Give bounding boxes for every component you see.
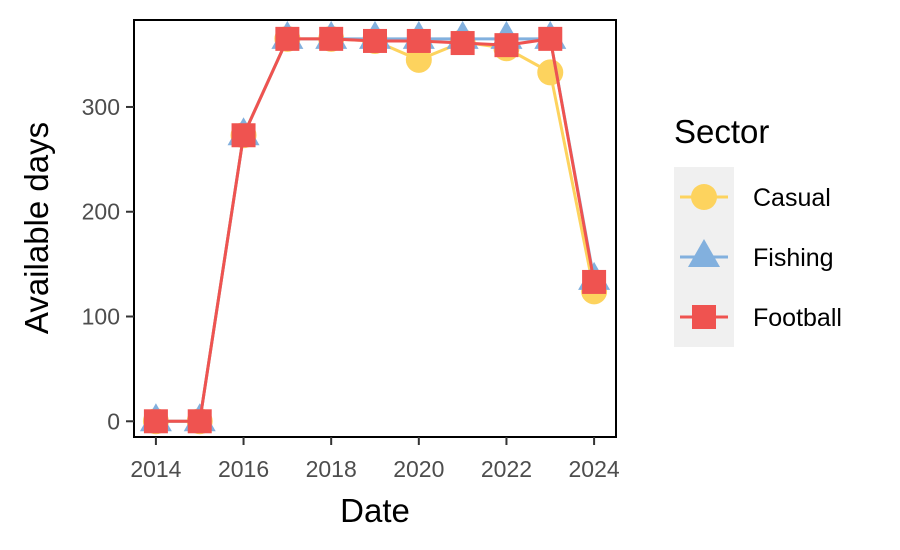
legend-label-football: Football <box>753 304 842 332</box>
data-point-football <box>187 409 212 434</box>
x-tick-label: 2024 <box>569 456 620 482</box>
x-tick-label: 2020 <box>393 456 444 482</box>
x-tick-label: 2022 <box>481 456 532 482</box>
legend-item-casual: Casual <box>680 184 831 212</box>
y-tick-label: 100 <box>82 304 120 330</box>
plot-marks <box>139 20 611 435</box>
axes: 2014 2016 2018 2020 2022 2024 0 100 200 300 <box>82 94 620 482</box>
y-tick-label: 0 <box>107 408 120 434</box>
data-point-casual <box>405 46 432 73</box>
data-point-football <box>538 26 563 51</box>
y-tick-label: 200 <box>82 199 120 225</box>
data-point-football <box>582 269 607 294</box>
series-football <box>143 26 607 434</box>
legend-item-fishing: Fishing <box>680 239 834 272</box>
data-point-football <box>319 26 344 51</box>
legend-key-marker-fishing <box>688 239 720 267</box>
data-point-football <box>494 33 519 58</box>
x-tick-label: 2016 <box>218 456 269 482</box>
legend-label-casual: Casual <box>753 184 831 212</box>
y-tick-label: 300 <box>82 94 120 120</box>
x-tick-label: 2014 <box>130 456 181 482</box>
legend-item-football: Football <box>680 304 842 332</box>
legend-key-marker-casual <box>691 184 717 210</box>
legend: Sector Casual Fishing Football <box>674 113 842 347</box>
data-point-football <box>363 28 387 53</box>
y-axis-title: Available days <box>18 122 55 334</box>
legend-title: Sector <box>674 113 769 150</box>
x-tick-label: 2018 <box>306 456 357 482</box>
data-point-football <box>450 31 475 56</box>
data-point-football <box>275 26 300 51</box>
x-axis-title: Date <box>340 492 410 529</box>
plot-panel-border <box>133 19 617 438</box>
data-point-football <box>231 123 256 148</box>
data-point-football <box>406 28 431 53</box>
legend-label-fishing: Fishing <box>753 244 834 272</box>
legend-key-marker-football <box>692 305 716 329</box>
data-point-football <box>143 409 168 434</box>
